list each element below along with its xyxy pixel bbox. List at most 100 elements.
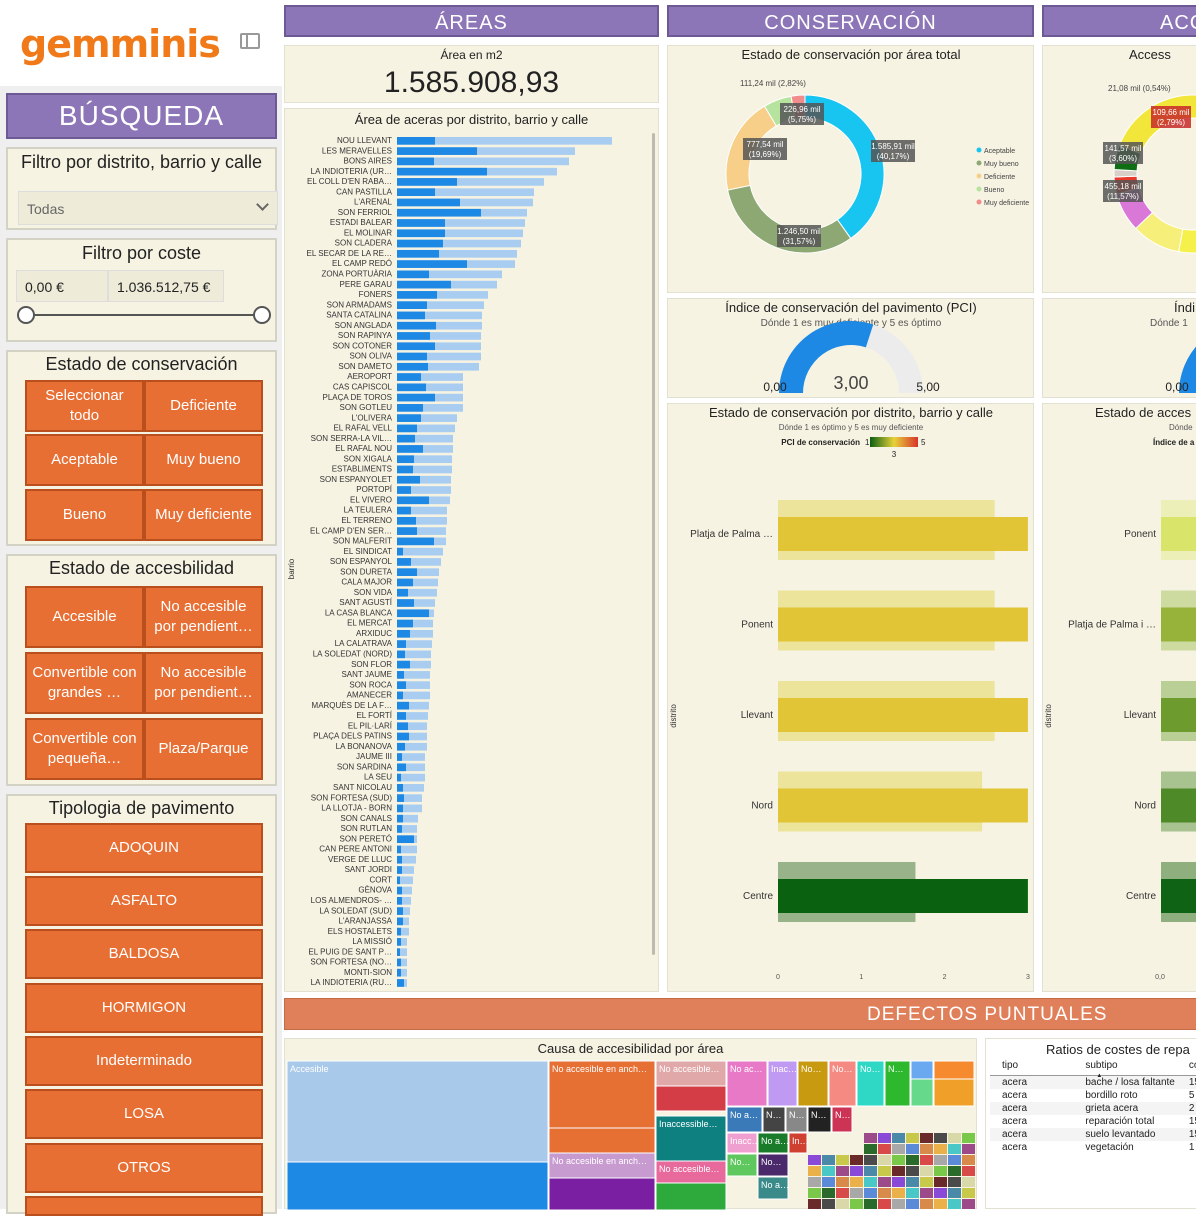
access-no-accesible-pendiente-button[interactable]: No accesible por pendient… (144, 586, 263, 648)
cell-subtipo: suelo levantado (1085, 1129, 1156, 1140)
access-no-accesible-pendiente-2-button[interactable]: No accesible por pendient… (144, 652, 263, 714)
table-row[interactable]: acera bordillo roto 5 (990, 1089, 1196, 1102)
search-header: BÚSQUEDA (6, 93, 277, 139)
area-bar-value (397, 291, 437, 299)
area-bar-label: PORTOPÍ (356, 485, 392, 494)
access-donut-label: 141,57 mil (1105, 144, 1142, 153)
treemap-cell-label: In… (792, 1136, 809, 1146)
area-bar-total (397, 486, 451, 494)
treemap-cell-small (892, 1188, 905, 1198)
cost-slider-track[interactable] (26, 314, 264, 316)
table-row[interactable]: acera reparación total 15 (990, 1115, 1196, 1128)
location-filter-select[interactable]: Todas (18, 191, 278, 225)
sidebar-toggle-icon[interactable] (240, 33, 260, 49)
area-bar-total (397, 229, 523, 238)
col-coste[interactable]: co (1188, 1060, 1196, 1071)
cost-slider-min-handle[interactable] (17, 306, 35, 324)
conservation-select-all-button[interactable]: Seleccionar todo (25, 380, 144, 432)
cell-subtipo: reparación total (1085, 1116, 1155, 1127)
area-bar-value (397, 588, 408, 597)
gauge-value: 3,00 (833, 373, 868, 393)
area-bar-label: SON CANALS (340, 814, 392, 823)
area-bar-value (397, 681, 406, 689)
area-bar-label: SON ARMADAMS (327, 300, 392, 309)
pavement-otros-button[interactable]: OTROS (25, 1143, 263, 1193)
treemap-cell (726, 1153, 758, 1177)
conservation-deficiente-button[interactable]: Deficiente (144, 380, 263, 432)
access-convertible-grandes-button[interactable]: Convertible con grandes … (25, 652, 144, 714)
pavement-baldosa-button[interactable]: BALDOSA (25, 929, 263, 979)
cost-max-input[interactable]: 1.036.512,75 € (108, 270, 224, 302)
area-bar-label: LA SOLEDAT (SUD) (319, 906, 392, 915)
conservation-muy-bueno-button[interactable]: Muy bueno (144, 434, 263, 486)
pavement-more-button[interactable] (25, 1196, 263, 1216)
area-bar-total (397, 198, 533, 207)
treemap-cell-small (962, 1166, 975, 1176)
treemap-cell-small (864, 1155, 877, 1165)
treemap-cell-small (920, 1133, 933, 1143)
col-tipo[interactable]: tipo (1002, 1060, 1019, 1071)
access-plaza-parque-button[interactable]: Plaza/Parque (144, 718, 263, 780)
area-bar-label: LA TEULERA (344, 506, 393, 515)
area-bar-total (397, 558, 441, 566)
cell-tipo: acera (1002, 1077, 1028, 1088)
area-bar-value (397, 578, 413, 587)
cons-x-tick: 0 (776, 974, 780, 981)
area-chart-scrollbar[interactable] (652, 133, 655, 955)
cons-bar-label: Nord (751, 801, 773, 812)
treemap-cell-label: Inaccessible… (659, 1119, 718, 1129)
area-bar-total (397, 475, 451, 484)
location-filter-value: Todas (27, 201, 65, 217)
access-bar-label: Llevant (1124, 710, 1156, 721)
access-donut-title: Access (1129, 47, 1171, 62)
table-row[interactable]: acera grieta acera 2 (990, 1102, 1196, 1115)
area-bar-value (397, 742, 405, 751)
pavement-indeterminado-button[interactable]: Indeterminado (25, 1036, 263, 1086)
conservation-aceptable-button[interactable]: Aceptable (25, 434, 144, 486)
area-bar-value (397, 527, 417, 535)
area-bar-value (397, 650, 405, 659)
col-subtipo[interactable]: subtipo ▲ (1037, 1060, 1175, 1079)
pavement-adoquin-button[interactable]: ADOQUIN (25, 823, 263, 873)
conservation-bueno-button[interactable]: Bueno (25, 489, 144, 541)
area-bar-label: SON FLOR (351, 660, 392, 669)
area-bar-total (397, 681, 430, 689)
treemap-cell (933, 1078, 975, 1107)
area-bar-label: CORT (369, 875, 392, 884)
pavement-losa-button[interactable]: LOSA (25, 1089, 263, 1139)
area-bar-label: SON SERRA-LA VIL… (311, 434, 392, 443)
area-bar-label: SON OLIVA (349, 352, 392, 361)
treemap-cell-small (850, 1177, 863, 1187)
area-bar-label: SON DURETA (340, 567, 393, 576)
area-bar-value (397, 198, 460, 207)
treemap-cell (933, 1060, 975, 1080)
table-row[interactable]: acera vegetación 1 (990, 1141, 1196, 1154)
treemap-cell-small (934, 1144, 947, 1154)
cons-ylabel: distrito (669, 704, 678, 728)
treemap-cell-small (948, 1188, 961, 1198)
access-gauge: Índi Dónde 1 0,00 (1150, 300, 1196, 394)
pavement-hormigon-button[interactable]: HORMIGON (25, 983, 263, 1033)
access-convertible-pequenas-button[interactable]: Convertible con pequeña… (25, 718, 144, 780)
treemap-cell-small (948, 1133, 961, 1143)
area-bar-value (397, 927, 401, 936)
area-bar-value (397, 537, 434, 546)
area-bar-value (397, 383, 426, 392)
cost-slider-max-handle[interactable] (253, 306, 271, 324)
table-row[interactable]: acera bache / losa faltante 15 (990, 1075, 1196, 1089)
cons-legend-max: 5 (921, 438, 926, 447)
donut-data-label-bg (743, 138, 787, 160)
pavement-asfalto-button[interactable]: ASFALTO (25, 876, 263, 926)
area-bar-value (397, 465, 413, 474)
area-bar-total (397, 814, 418, 823)
cost-min-input[interactable]: 0,00 € (16, 270, 108, 302)
treemap-cell-label: No… (860, 1064, 881, 1074)
area-bar-total (397, 516, 447, 525)
conservation-muy-deficiente-button[interactable]: Muy deficiente (144, 489, 263, 541)
treemap-cell-small (892, 1199, 905, 1209)
table-row[interactable]: acera suelo levantado 15 (990, 1128, 1196, 1141)
area-bar-value (397, 167, 487, 176)
cons-legend-mid: 3 (892, 450, 897, 459)
access-bar-value (1161, 517, 1196, 551)
access-accesible-button[interactable]: Accesible (25, 586, 144, 648)
